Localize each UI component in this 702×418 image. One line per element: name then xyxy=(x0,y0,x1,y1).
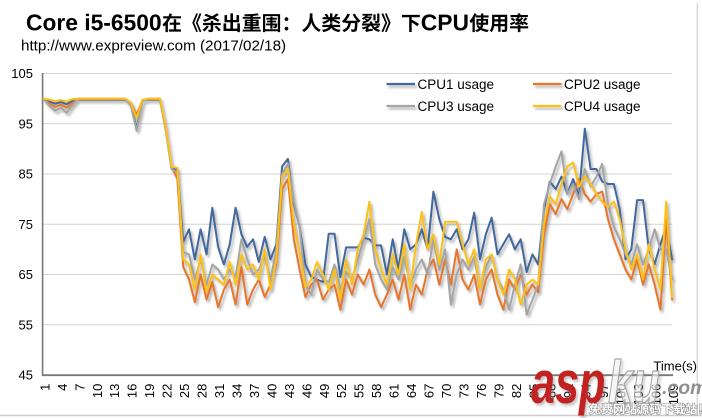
svg-text:100: 100 xyxy=(614,384,629,406)
svg-text:28: 28 xyxy=(195,384,210,398)
svg-text:CPU4 usage: CPU4 usage xyxy=(564,99,641,114)
svg-text:105: 105 xyxy=(11,66,33,81)
svg-text:25: 25 xyxy=(177,384,192,398)
svg-text:34: 34 xyxy=(230,384,245,398)
svg-text:58: 58 xyxy=(369,384,384,398)
svg-text:85: 85 xyxy=(19,167,33,182)
svg-text:97: 97 xyxy=(596,384,611,398)
svg-text:65: 65 xyxy=(19,267,33,282)
svg-text:52: 52 xyxy=(334,384,349,398)
svg-text:75: 75 xyxy=(19,217,33,232)
svg-text:76: 76 xyxy=(474,384,489,398)
svg-text:88: 88 xyxy=(544,384,559,398)
svg-text:61: 61 xyxy=(387,384,402,398)
svg-text:106: 106 xyxy=(649,384,664,406)
svg-text:1: 1 xyxy=(37,384,52,391)
svg-text:55: 55 xyxy=(19,317,33,332)
svg-text:46: 46 xyxy=(299,384,314,398)
svg-text:16: 16 xyxy=(125,384,140,398)
svg-text:103: 103 xyxy=(631,384,646,406)
svg-text:CPU1 usage: CPU1 usage xyxy=(418,77,495,92)
svg-text:22: 22 xyxy=(160,384,175,398)
svg-text:82: 82 xyxy=(509,384,524,398)
svg-text:95: 95 xyxy=(19,116,33,131)
svg-text:CPU3 usage: CPU3 usage xyxy=(418,99,495,114)
svg-text:40: 40 xyxy=(264,384,279,398)
svg-text:.com: .com xyxy=(662,377,702,399)
svg-text:37: 37 xyxy=(247,384,262,398)
svg-text:31: 31 xyxy=(212,384,227,398)
svg-text:13: 13 xyxy=(107,384,122,398)
svg-text:7: 7 xyxy=(72,384,87,391)
svg-text:19: 19 xyxy=(142,384,157,398)
svg-text:73: 73 xyxy=(456,384,471,398)
svg-text:55: 55 xyxy=(352,384,367,398)
svg-text:79: 79 xyxy=(491,384,506,398)
svg-text:Time(s): Time(s) xyxy=(653,359,697,374)
svg-text:10: 10 xyxy=(90,384,105,398)
svg-text:67: 67 xyxy=(422,384,437,398)
svg-text:45: 45 xyxy=(19,368,33,383)
svg-text:70: 70 xyxy=(439,384,454,398)
svg-text:4: 4 xyxy=(55,384,70,391)
svg-text:CPU2 usage: CPU2 usage xyxy=(564,77,641,92)
svg-text:49: 49 xyxy=(317,384,332,398)
svg-text:94: 94 xyxy=(579,384,594,398)
svg-text:91: 91 xyxy=(561,384,576,398)
svg-text:http://www.expreview.com (2017: http://www.expreview.com (2017/02/18) xyxy=(21,38,286,55)
svg-text:109: 109 xyxy=(666,384,681,406)
svg-text:64: 64 xyxy=(404,384,419,398)
svg-text:43: 43 xyxy=(282,384,297,398)
svg-text:85: 85 xyxy=(526,384,541,398)
